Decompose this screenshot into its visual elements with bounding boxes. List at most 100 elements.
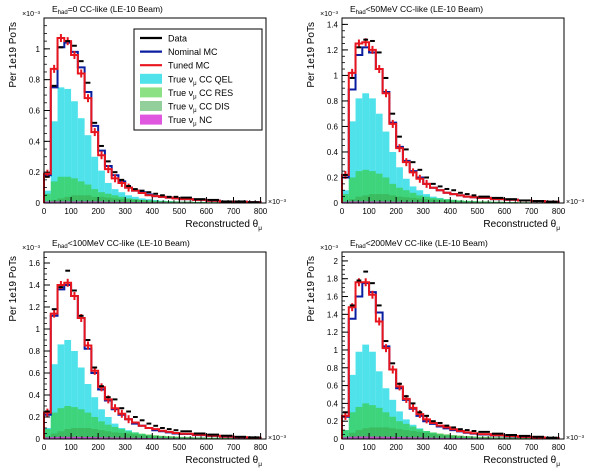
x-axis-label-sub: μ bbox=[556, 461, 560, 468]
bar-dis-4 bbox=[71, 195, 78, 203]
x-tick-label: 600 bbox=[200, 207, 214, 216]
bar-qel-6 bbox=[84, 135, 92, 203]
chart-title: Ehad<50MeV CC-like (LE-10 Beam) bbox=[350, 4, 483, 16]
bar-res-6 bbox=[382, 412, 390, 439]
x-tick-label: 100 bbox=[64, 207, 78, 216]
bar-dis-20 bbox=[477, 436, 491, 439]
bar-dis-16 bbox=[450, 200, 458, 203]
bar-res-2 bbox=[57, 408, 65, 439]
bar-qel-1 bbox=[348, 374, 356, 439]
bar-dis-5 bbox=[77, 195, 85, 203]
bar-qel-6 bbox=[84, 384, 92, 439]
bar-nc-1 bbox=[50, 201, 58, 203]
x-axis-label: Reconstructed θμ bbox=[483, 455, 560, 468]
bar-dis-7 bbox=[91, 429, 99, 439]
bar-nc-10 bbox=[409, 437, 417, 439]
chart-title: Ehad<100MeV CC-like (LE-10 Beam) bbox=[52, 238, 190, 250]
bar-dis-9 bbox=[104, 431, 112, 439]
bar-dis-6 bbox=[84, 195, 92, 203]
legend-label-suffix: CC RES bbox=[197, 88, 234, 98]
y-tick-label: 0.4 bbox=[327, 148, 339, 157]
bar-dis-21 bbox=[192, 201, 207, 203]
bar-dis-4 bbox=[71, 428, 78, 439]
y-tick-label: 1.2 bbox=[327, 328, 339, 337]
x-axis-label-main: Reconstructed θ bbox=[185, 455, 258, 466]
bar-dis-20 bbox=[179, 201, 193, 203]
bar-nc-13 bbox=[131, 437, 139, 439]
legend-label-text: True ν bbox=[168, 88, 194, 98]
x-tick-label: 0 bbox=[42, 207, 47, 216]
bar-res-7 bbox=[91, 417, 99, 439]
bar-nc-16 bbox=[450, 437, 458, 439]
title-sub: had bbox=[356, 10, 366, 16]
bar-res-4 bbox=[71, 178, 78, 203]
bar-dis-22 bbox=[504, 201, 518, 203]
x-tick-label: 300 bbox=[417, 443, 431, 452]
bar-nc-14 bbox=[138, 437, 146, 439]
y-tick-label: 0.6 bbox=[29, 369, 41, 378]
bar-nc-8 bbox=[396, 437, 403, 439]
y-tick-label: 1 bbox=[334, 346, 339, 355]
bar-dis-2 bbox=[57, 431, 65, 439]
bar-nc-0 bbox=[342, 201, 349, 203]
bar-dis-7 bbox=[389, 195, 397, 203]
x-tick-label: 400 bbox=[444, 207, 458, 216]
bar-nc-3 bbox=[64, 436, 72, 439]
x-exponent-label: ×10⁻³ bbox=[566, 435, 585, 442]
bar-res-2 bbox=[57, 176, 65, 203]
y-axis-label: Per 1e19 PoTs bbox=[306, 256, 317, 322]
y-tick-label: 0.2 bbox=[327, 173, 339, 182]
bar-dis-5 bbox=[375, 427, 383, 439]
bar-dis-8 bbox=[396, 429, 403, 439]
legend-label-text: Tuned MC bbox=[168, 61, 210, 71]
y-axis-label: Per 1e19 PoTs bbox=[306, 22, 317, 88]
legend-label-nc: True νμ NC bbox=[168, 115, 213, 128]
bar-dis-3 bbox=[362, 428, 370, 439]
y-axis-label: Per 1e19 PoTs bbox=[8, 22, 19, 88]
y-tick-label: 1 bbox=[36, 45, 41, 54]
x-exponent-label: ×10⁻³ bbox=[566, 199, 585, 206]
bar-res-1 bbox=[50, 181, 58, 203]
x-tick-label: 500 bbox=[471, 443, 485, 452]
bar-qel-7 bbox=[389, 151, 397, 203]
bar-res-0 bbox=[44, 193, 51, 203]
bar-dis-7 bbox=[389, 428, 397, 439]
y-tick-label: 0.2 bbox=[327, 417, 339, 426]
bar-res-4 bbox=[71, 407, 78, 439]
bar-nc-11 bbox=[416, 437, 424, 439]
x-axis-label-main: Reconstructed θ bbox=[483, 219, 556, 230]
bar-dis-15 bbox=[443, 200, 451, 203]
bar-nc-7 bbox=[389, 201, 397, 203]
y-tick-label: 1.2 bbox=[29, 303, 41, 312]
legend-label-sub: μ bbox=[193, 94, 197, 100]
bar-dis-9 bbox=[402, 430, 410, 439]
bar-dis-3 bbox=[362, 195, 370, 203]
bar-dis-4 bbox=[369, 194, 376, 203]
bar-dis-15 bbox=[443, 434, 451, 439]
x-tick-label: 500 bbox=[173, 207, 187, 216]
bar-dis-19 bbox=[172, 201, 180, 203]
bar-dis-5 bbox=[77, 428, 85, 439]
x-tick-label: 600 bbox=[498, 207, 512, 216]
legend-swatch-qel bbox=[140, 73, 162, 84]
bar-res-7 bbox=[389, 416, 397, 439]
bar-res-4 bbox=[369, 171, 376, 203]
x-tick-label: 700 bbox=[525, 207, 539, 216]
y-tick-label: 0.8 bbox=[327, 364, 339, 373]
bar-dis-16 bbox=[450, 435, 458, 439]
y-tick-label: 0.8 bbox=[29, 76, 41, 85]
bar-dis-2 bbox=[355, 430, 363, 439]
bar-res-5 bbox=[77, 409, 85, 439]
bar-nc-0 bbox=[44, 437, 51, 439]
y-exponent-label: ×10⁻³ bbox=[22, 11, 41, 18]
x-tick-label: 0 bbox=[42, 443, 47, 452]
bar-dis-12 bbox=[125, 199, 132, 203]
bar-nc-2 bbox=[57, 436, 65, 439]
x-tick-label: 500 bbox=[173, 443, 187, 452]
bar-dis-19 bbox=[470, 436, 478, 439]
bar-dis-3 bbox=[64, 196, 72, 203]
bar-dis-13 bbox=[131, 199, 139, 203]
bar-dis-2 bbox=[355, 196, 363, 203]
bar-res-6 bbox=[382, 177, 390, 203]
chart-title: Ehad<200MeV CC-like (LE-10 Beam) bbox=[350, 238, 488, 250]
